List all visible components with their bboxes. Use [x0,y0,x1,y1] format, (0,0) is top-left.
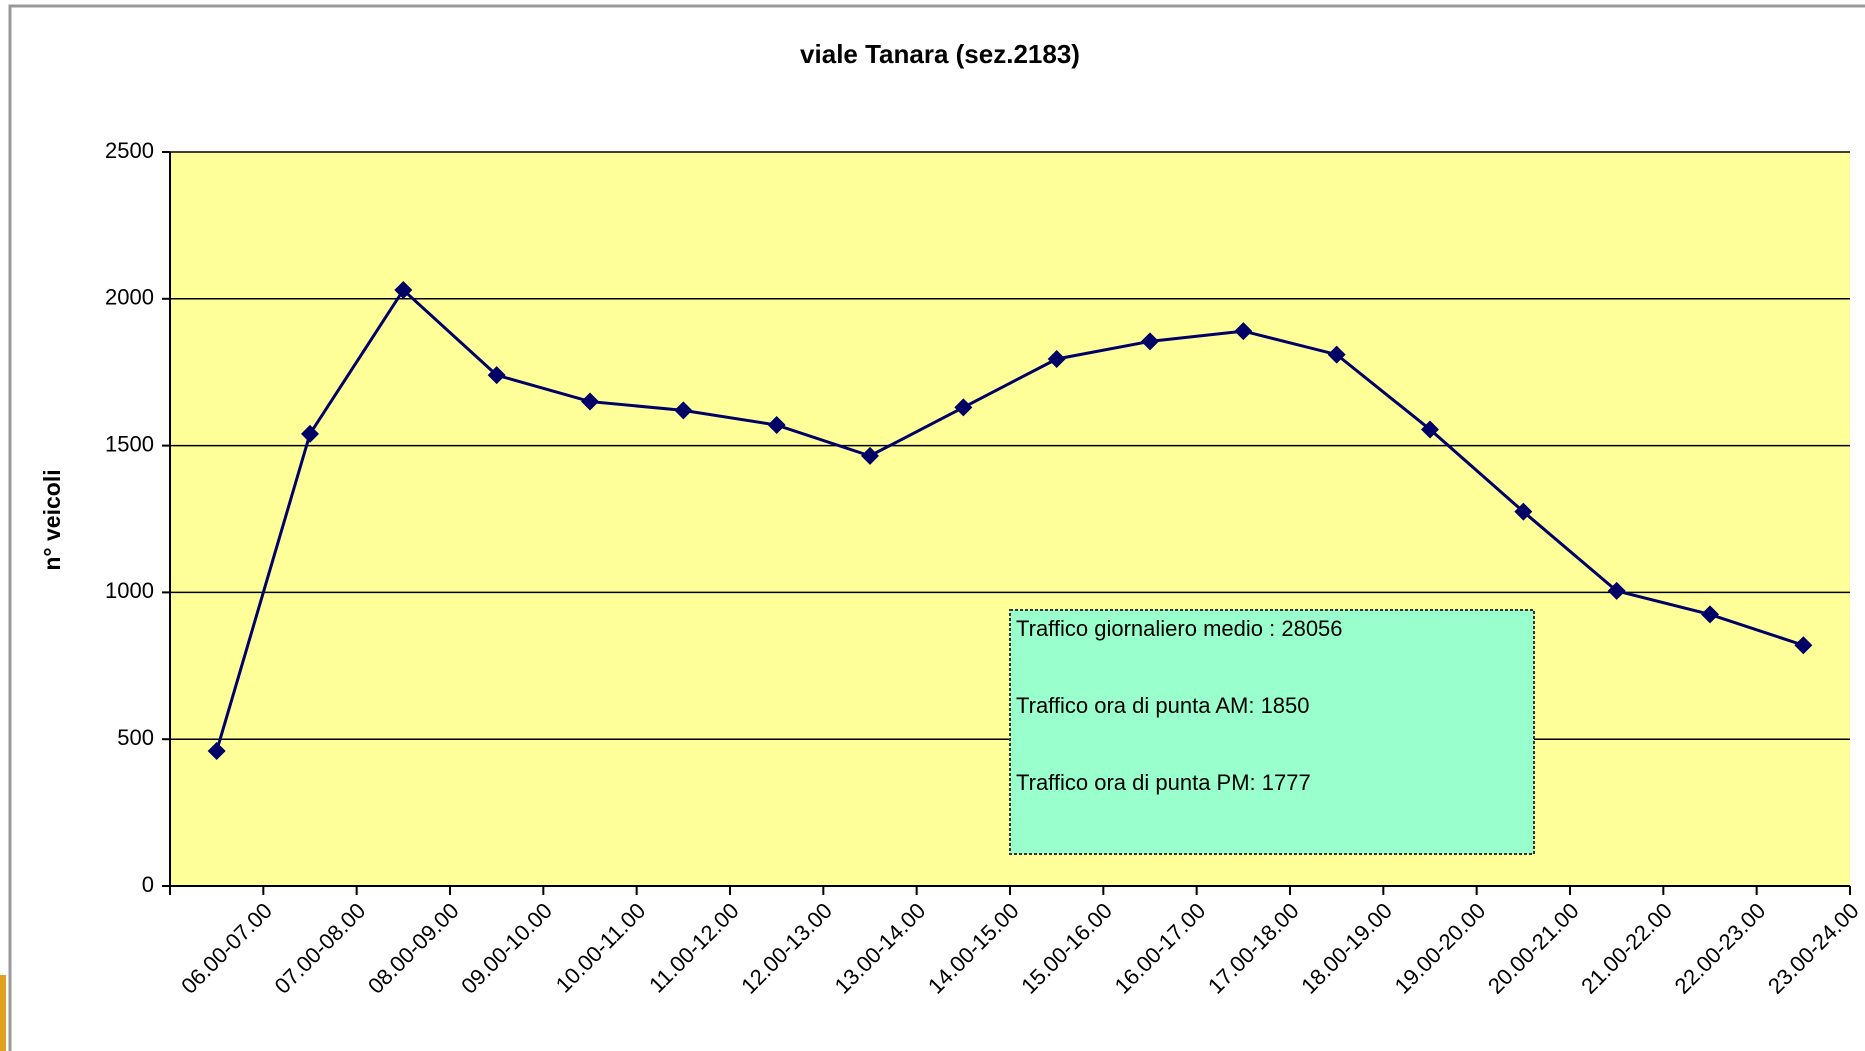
marker [394,280,413,299]
marker [674,401,693,420]
marker [301,424,319,443]
y-tick-label: 500 [117,725,154,750]
marker [1514,502,1533,521]
marker [581,392,599,411]
line [215,287,1804,752]
marker [954,398,973,417]
marker [1607,581,1626,600]
marker [1794,636,1813,655]
annotation: Traffico ora di punta PM: 1777 [1016,770,1311,795]
marker [1421,420,1439,439]
marker [1234,322,1253,341]
marker [1141,332,1159,351]
marker [767,416,786,435]
y-tick-label: 2000 [105,285,154,310]
annotation-box [1009,609,1535,855]
marker [1701,605,1719,624]
annotation: Traffico giornaliero medio : 28056 [1016,616,1343,641]
marker [207,741,226,760]
marker [487,366,506,385]
marker [1047,349,1066,368]
annotation: Traffico ora di punta AM: 1850 [1016,693,1310,718]
marker [1327,345,1346,364]
y-tick-label: 0 [142,872,154,897]
marker [861,446,879,465]
y-tick-label: 1000 [105,578,154,603]
edge-mark [0,975,6,1051]
chart-title: viale Tanara (sez.2183) [800,39,1080,69]
y-axis-label: n° veicoli [39,469,65,570]
y-tick-label: 2500 [105,138,154,163]
y-tick-label: 1500 [105,431,154,456]
